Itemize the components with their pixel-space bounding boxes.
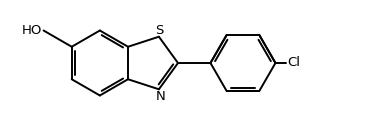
Text: N: N <box>156 90 166 103</box>
Text: Cl: Cl <box>288 56 301 70</box>
Text: HO: HO <box>21 24 42 37</box>
Text: S: S <box>155 24 163 37</box>
